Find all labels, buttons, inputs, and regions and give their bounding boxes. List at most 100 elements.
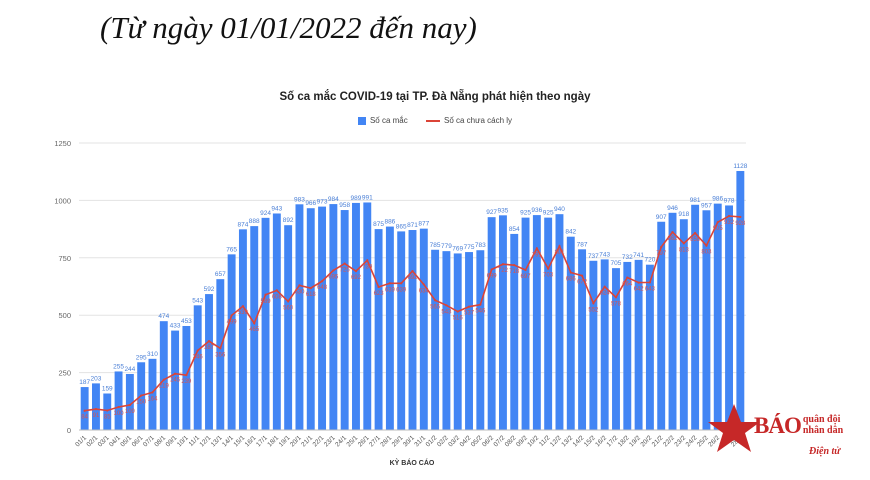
- line-value-label: 85: [104, 414, 111, 420]
- bar-value-label: 986: [712, 196, 723, 203]
- bar-value-label: 543: [192, 297, 203, 304]
- line-value-label: 672: [577, 280, 588, 286]
- bar-value-label: 877: [418, 221, 429, 228]
- bar: [431, 249, 440, 430]
- bar-value-label: 159: [102, 385, 113, 392]
- line-value-label: 100: [114, 411, 125, 417]
- line-point: [320, 280, 324, 283]
- bar-value-label: 907: [656, 214, 667, 221]
- x-tick-label: 16/2: [594, 434, 608, 448]
- x-tick-label: 03/1: [97, 434, 111, 448]
- x-tick-label: 02/2: [436, 434, 450, 448]
- bar: [532, 215, 541, 430]
- y-tick-label: 1000: [54, 196, 71, 205]
- logo-secondary-text: quân đội nhân dân: [803, 414, 843, 436]
- bar-value-label: 741: [633, 252, 644, 259]
- line-point: [354, 270, 358, 273]
- line-point: [705, 244, 708, 247]
- bar-value-label: 732: [622, 254, 633, 261]
- bar: [103, 393, 112, 430]
- x-tick-label: 23/1: [323, 434, 337, 448]
- bar-value-label: 453: [181, 318, 192, 325]
- line-value-label: 543: [441, 309, 452, 315]
- bar-value-label: 187: [79, 379, 90, 386]
- bar: [691, 204, 700, 430]
- bar-value-label: 946: [667, 205, 678, 212]
- line-point: [445, 304, 448, 307]
- bar: [125, 373, 134, 430]
- line-value-label: 499: [227, 319, 238, 325]
- x-tick-label: 06/1: [131, 434, 145, 448]
- line-value-label: 703: [543, 273, 554, 279]
- line-value-label: 150: [136, 400, 147, 406]
- bar: [193, 305, 202, 430]
- line-point: [140, 394, 143, 397]
- line-value-label: 623: [374, 291, 385, 297]
- bar: [250, 226, 259, 430]
- page-heading: (Từ ngày 01/01/2022 đến nay): [100, 10, 477, 45]
- x-tick-label: 19/1: [278, 434, 292, 448]
- line-point: [547, 267, 550, 270]
- line-point: [196, 349, 199, 352]
- bar: [510, 233, 519, 430]
- line-value-label: 813: [679, 247, 690, 253]
- line-point: [83, 409, 86, 412]
- y-tick-label: 1250: [54, 139, 71, 148]
- bar: [182, 325, 191, 430]
- logo-subtitle: Điện tử: [809, 446, 841, 457]
- line-point: [185, 374, 188, 377]
- bar: [544, 217, 553, 430]
- logo-line1: quân đội: [802, 414, 841, 425]
- line-value-label: 797: [656, 251, 667, 257]
- line-point: [637, 281, 640, 284]
- line-value-label: 739: [362, 264, 373, 270]
- x-tick-label: 20/1: [289, 434, 303, 448]
- x-tick-label: 17/2: [606, 434, 620, 448]
- bar-value-label: 989: [351, 195, 362, 202]
- x-tick-label: 28/1: [379, 434, 393, 448]
- line-value-label: 164: [147, 396, 158, 402]
- bar-value-label: 779: [441, 243, 452, 250]
- bar: [238, 229, 247, 430]
- x-tick-label: 26/1: [357, 434, 371, 448]
- logo-main-text: BÁO: [754, 413, 802, 438]
- line-value-label: 718: [509, 269, 520, 275]
- x-tick-label: 20/2: [639, 434, 653, 448]
- bar: [442, 251, 451, 430]
- line-value-label: 862: [668, 236, 679, 242]
- bar-value-label: 892: [283, 217, 294, 224]
- x-tick-label: 10/2: [526, 434, 540, 448]
- x-tick-label: 22/2: [662, 434, 676, 448]
- line-point: [626, 276, 629, 279]
- line-point: [377, 285, 380, 289]
- line-point: [580, 274, 584, 277]
- line-point: [694, 231, 697, 235]
- x-tick-label: 11/1: [188, 434, 202, 448]
- x-tick-label: 09/1: [165, 434, 179, 448]
- bar: [306, 208, 315, 430]
- line-point: [309, 287, 312, 290]
- line-point: [479, 303, 482, 306]
- bar-value-label: 592: [204, 286, 215, 293]
- line-point: [343, 262, 346, 265]
- bar-value-label: 865: [396, 223, 407, 230]
- x-tick-label: 16/1: [244, 434, 258, 448]
- bar: [171, 330, 180, 430]
- x-tick-label: 21/2: [651, 434, 665, 448]
- bar: [205, 294, 213, 430]
- bar: [329, 204, 338, 430]
- x-tick-label: 30/1: [402, 434, 416, 448]
- chart-line-series: [83, 214, 742, 412]
- line-value-label: 803: [701, 250, 712, 256]
- bar-value-label: 943: [271, 205, 282, 212]
- bar: [397, 231, 406, 430]
- bar-value-label: 888: [249, 218, 260, 225]
- bar-value-label: 783: [475, 242, 486, 249]
- bar-value-label: 925: [520, 210, 531, 217]
- x-tick-label: 02/1: [85, 434, 99, 448]
- bar-value-label: 787: [577, 241, 588, 248]
- bar-value-label: 474: [158, 313, 169, 320]
- bar-value-label: 433: [170, 323, 181, 330]
- x-tick-label: 06/2: [481, 434, 495, 448]
- x-tick-label: 04/1: [108, 434, 122, 448]
